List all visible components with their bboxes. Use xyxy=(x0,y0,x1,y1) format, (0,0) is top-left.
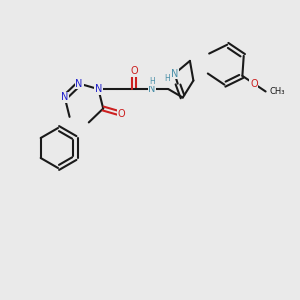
Text: O: O xyxy=(130,66,138,76)
Text: N: N xyxy=(76,79,83,88)
Text: N: N xyxy=(171,69,178,79)
Text: N: N xyxy=(148,84,156,94)
Text: H: H xyxy=(165,74,170,83)
Text: O: O xyxy=(250,79,258,89)
Text: CH₃: CH₃ xyxy=(270,87,285,96)
Text: H: H xyxy=(149,76,155,85)
Text: O: O xyxy=(118,109,125,119)
Text: N: N xyxy=(61,92,68,103)
Text: N: N xyxy=(95,84,102,94)
